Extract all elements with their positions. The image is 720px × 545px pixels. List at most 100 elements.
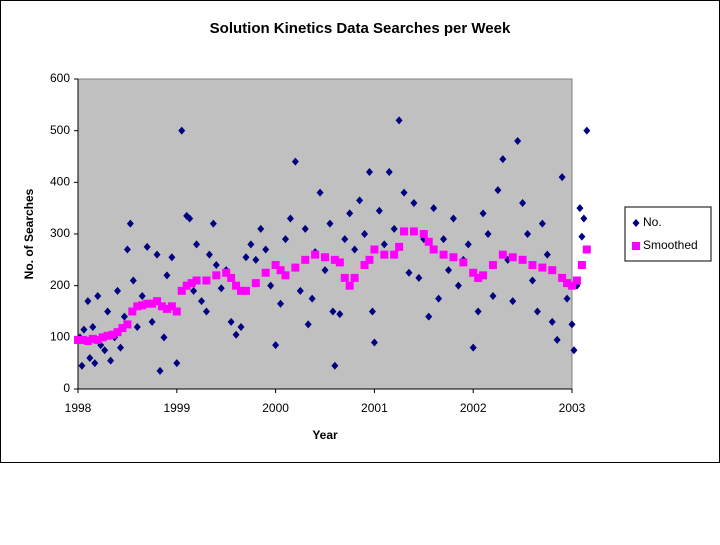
point	[108, 330, 117, 339]
point	[80, 325, 88, 334]
point	[558, 173, 566, 182]
point	[212, 271, 221, 280]
point	[582, 245, 591, 254]
chart-title: Solution Kinetics Data Searches per Week	[210, 20, 511, 37]
point	[395, 116, 403, 125]
point	[281, 235, 289, 244]
point	[370, 245, 379, 254]
point	[543, 250, 551, 259]
plot-area	[77, 78, 573, 390]
point	[78, 361, 86, 370]
point	[395, 242, 404, 251]
point	[400, 227, 409, 236]
point	[128, 307, 137, 316]
point	[212, 261, 220, 269]
point	[143, 242, 151, 251]
point	[276, 266, 285, 275]
point	[138, 292, 146, 300]
point	[580, 214, 588, 223]
point	[301, 224, 309, 233]
point	[277, 299, 285, 308]
point	[187, 279, 196, 288]
point	[425, 312, 433, 321]
point	[167, 302, 176, 311]
x-tick-label: 2003	[559, 401, 586, 415]
point	[519, 199, 527, 207]
point	[91, 359, 99, 368]
point	[177, 286, 186, 295]
point	[78, 335, 87, 344]
y-tick-label: 300	[50, 226, 70, 240]
point	[162, 304, 171, 313]
x-tick-label: 2000	[262, 401, 289, 415]
point	[340, 273, 349, 282]
point	[528, 276, 536, 285]
point	[257, 224, 265, 233]
point	[148, 299, 157, 308]
point	[345, 281, 354, 290]
point	[368, 307, 376, 316]
y-tick-label: 200	[50, 278, 70, 292]
x-tick-label: 1998	[65, 401, 92, 415]
point	[217, 284, 225, 293]
point	[429, 245, 438, 254]
point	[370, 338, 378, 347]
point	[94, 292, 102, 300]
point	[133, 302, 142, 311]
point	[375, 206, 383, 215]
y-axis-label: No. of Searches	[22, 188, 36, 279]
point	[163, 271, 171, 280]
point	[365, 255, 374, 264]
point	[168, 253, 176, 262]
point	[267, 281, 275, 290]
point	[89, 323, 97, 331]
point	[123, 320, 132, 329]
point	[205, 250, 213, 259]
point	[316, 188, 324, 197]
point	[390, 250, 399, 259]
point	[489, 292, 497, 300]
point	[474, 307, 482, 316]
point	[410, 199, 418, 207]
point	[538, 219, 546, 228]
point	[126, 219, 134, 228]
point	[93, 335, 102, 344]
point	[227, 317, 235, 326]
point	[351, 245, 359, 254]
y-tick-label: 100	[50, 330, 70, 344]
point	[499, 155, 507, 164]
point	[157, 302, 166, 311]
point	[104, 307, 112, 316]
point	[498, 250, 507, 259]
point	[107, 356, 115, 365]
point	[101, 346, 109, 355]
point	[262, 245, 270, 254]
point	[494, 186, 502, 195]
point	[143, 299, 152, 308]
point	[524, 230, 532, 238]
point	[570, 346, 578, 355]
point	[222, 268, 231, 277]
point	[114, 286, 122, 295]
point	[583, 126, 591, 135]
point	[360, 261, 369, 269]
point	[479, 271, 488, 280]
point	[385, 168, 393, 176]
point	[563, 279, 572, 288]
point	[576, 204, 584, 213]
point	[178, 126, 186, 135]
point	[409, 227, 418, 236]
point	[241, 286, 250, 295]
point	[86, 354, 94, 362]
point	[469, 343, 477, 352]
legend-label: No.	[643, 215, 662, 229]
point	[361, 230, 369, 238]
point	[103, 331, 112, 340]
point	[308, 294, 316, 303]
point	[419, 230, 428, 238]
point	[415, 273, 423, 282]
point	[261, 268, 270, 277]
point	[568, 320, 576, 329]
point	[449, 253, 458, 262]
point	[435, 294, 443, 303]
